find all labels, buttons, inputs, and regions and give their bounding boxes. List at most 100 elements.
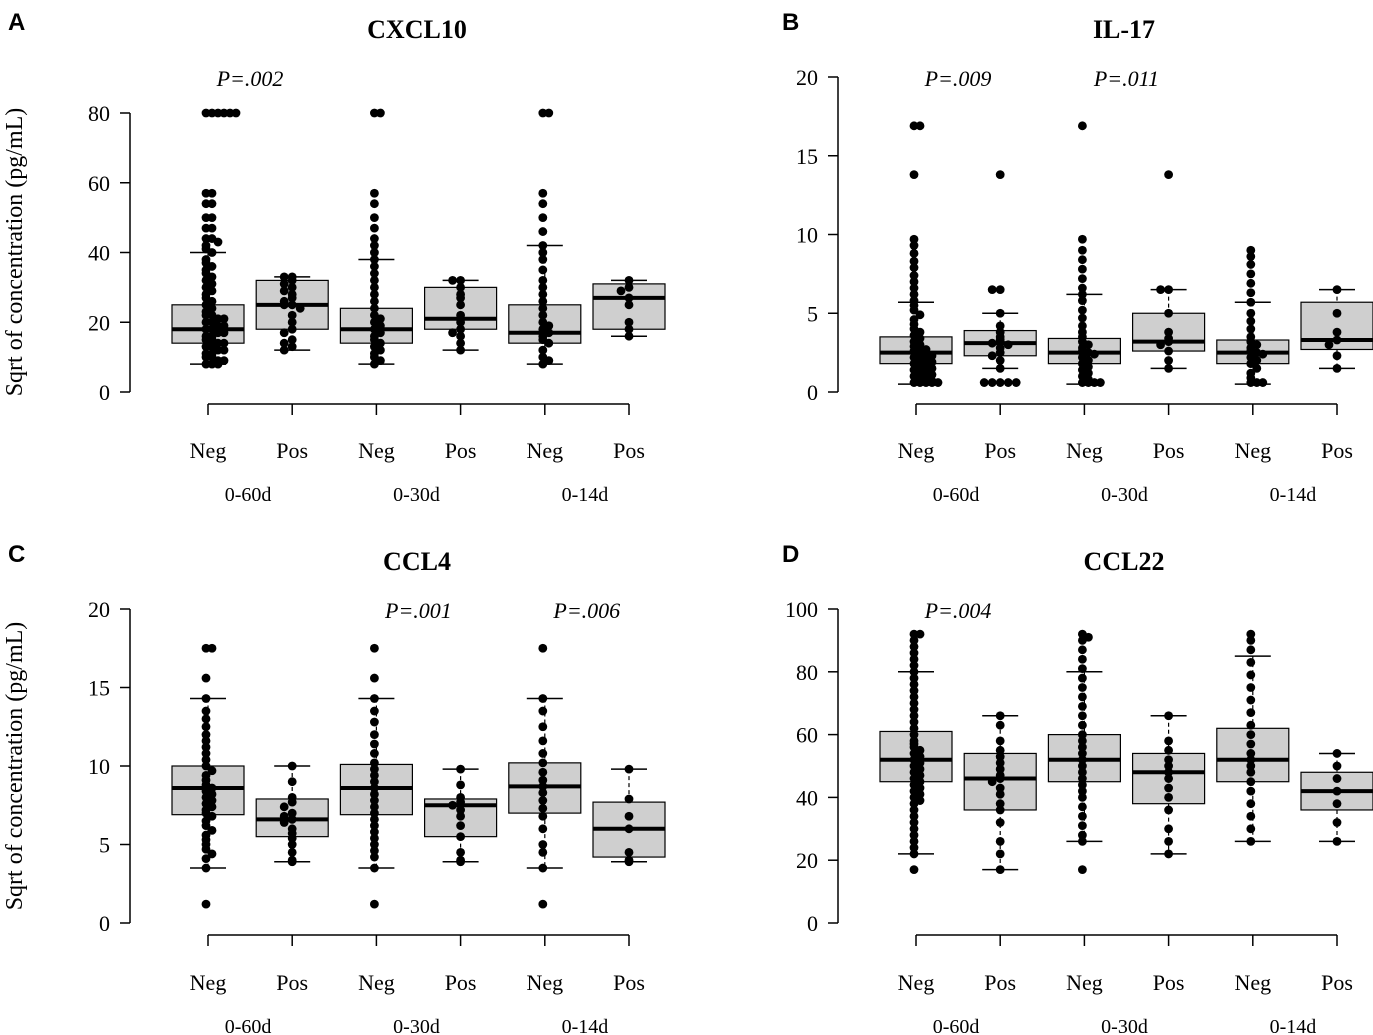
data-point: [1164, 363, 1173, 373]
data-point: [370, 213, 379, 223]
data-point: [909, 673, 919, 683]
data-point: [279, 272, 289, 282]
data-point: [287, 324, 297, 334]
box-0-14d-neg: [508, 108, 582, 369]
data-point: [1078, 793, 1087, 802]
p-value-label: P=.002: [216, 66, 284, 91]
x-category-label: Neg: [190, 438, 227, 463]
data-point: [1078, 234, 1087, 244]
box-0-60d-pos: [963, 711, 1037, 875]
y-tick-label: 0: [807, 380, 818, 405]
data-point: [995, 752, 1005, 761]
y-tick-label: 20: [88, 310, 110, 335]
data-point: [456, 345, 465, 355]
data-point: [201, 694, 211, 703]
data-point: [624, 300, 634, 310]
panel-letter: C: [8, 541, 25, 568]
data-point: [456, 847, 465, 857]
x-group-label: 0-30d: [1101, 484, 1148, 506]
x-category-label: Neg: [526, 970, 563, 995]
data-point: [1246, 767, 1256, 777]
data-point: [1246, 657, 1256, 667]
data-point: [1078, 730, 1087, 739]
data-point: [370, 814, 379, 824]
y-tick-label: 20: [88, 597, 110, 622]
x-group-label: 0-30d: [393, 1016, 440, 1035]
data-point: [538, 282, 548, 292]
data-point: [456, 331, 465, 341]
data-point: [909, 642, 919, 652]
data-point: [201, 742, 211, 752]
data-point: [456, 832, 465, 842]
data-point: [616, 286, 626, 296]
y-tick-label: 100: [785, 597, 818, 622]
data-point: [927, 363, 937, 373]
data-point: [1078, 305, 1087, 315]
box-0-14d-neg: [1216, 629, 1290, 846]
data-point: [279, 338, 289, 348]
data-point: [1332, 799, 1342, 809]
data-point: [538, 899, 548, 909]
data-point: [909, 865, 919, 875]
p-value-label: P=.004: [924, 598, 992, 623]
data-point: [1003, 340, 1013, 350]
data-point: [231, 108, 241, 118]
box-0-14d-pos: [1300, 749, 1373, 846]
box-0-60d-neg: [879, 121, 953, 387]
data-point: [370, 706, 379, 716]
data-point: [1164, 767, 1173, 777]
data-point: [370, 749, 379, 758]
data-point: [909, 686, 919, 696]
data-point: [1011, 378, 1021, 387]
x-group-label: 0-14d: [562, 1016, 609, 1035]
data-point: [370, 241, 379, 250]
data-point: [909, 679, 919, 689]
data-point: [448, 328, 457, 338]
data-point: [1078, 664, 1087, 674]
x-category-label: Neg: [190, 970, 227, 995]
data-point: [456, 324, 465, 334]
data-point: [927, 370, 937, 380]
data-point: [1164, 755, 1173, 765]
data-point: [1078, 245, 1087, 255]
data-point: [909, 234, 919, 244]
data-point: [538, 303, 548, 313]
data-point: [538, 694, 548, 703]
box-0-30d-neg: [1047, 121, 1122, 387]
y-tick-label: 5: [99, 833, 110, 858]
data-point: [538, 722, 548, 732]
data-point: [1078, 296, 1087, 306]
data-point: [1078, 692, 1087, 702]
data-point: [370, 758, 379, 768]
data-point: [1246, 359, 1256, 369]
data-point: [1246, 260, 1256, 269]
data-point: [909, 636, 919, 645]
data-point: [538, 310, 548, 320]
data-point: [1164, 337, 1173, 346]
data-point: [538, 782, 548, 791]
data-point: [456, 338, 465, 348]
data-point: [1078, 836, 1087, 846]
data-point: [370, 764, 379, 774]
data-point: [1164, 836, 1173, 846]
data-point: [279, 811, 289, 821]
y-tick-label: 60: [796, 723, 818, 748]
data-point: [370, 269, 379, 278]
data-point: [538, 824, 548, 834]
data-point: [1078, 264, 1087, 274]
data-point: [1332, 335, 1342, 345]
data-point: [207, 766, 217, 776]
data-point: [909, 170, 919, 180]
data-point: [538, 359, 548, 369]
data-point: [1246, 278, 1256, 288]
data-point: [201, 749, 211, 758]
data-point: [1258, 349, 1268, 359]
x-category-label: Pos: [445, 438, 477, 463]
data-point: [201, 736, 211, 746]
data-point: [915, 121, 925, 131]
data-point: [370, 255, 379, 264]
y-tick-label: 0: [99, 380, 110, 405]
data-point: [995, 736, 1005, 746]
data-point: [995, 789, 1005, 799]
data-point: [370, 840, 379, 849]
